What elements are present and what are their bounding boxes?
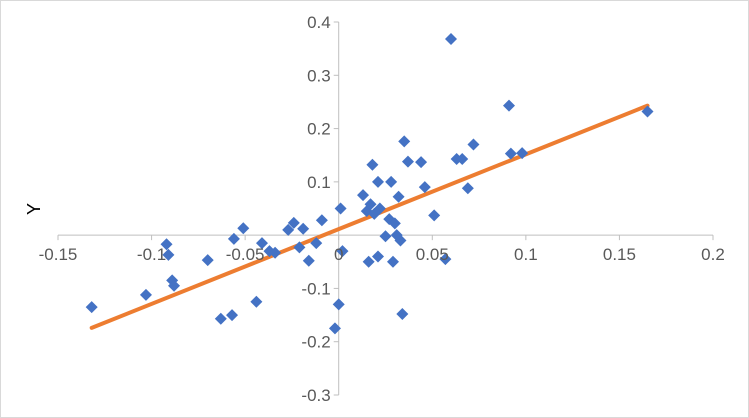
data-point bbox=[139, 288, 152, 301]
x-tick-label: 0.15 bbox=[603, 245, 636, 264]
data-point bbox=[504, 147, 517, 160]
data-point bbox=[467, 138, 480, 151]
data-point bbox=[415, 156, 428, 169]
x-tick-label: 0 bbox=[334, 245, 343, 264]
y-tick-label: -0.2 bbox=[301, 333, 330, 352]
x-tick-label: -0.05 bbox=[226, 245, 265, 264]
data-point bbox=[388, 217, 401, 230]
data-point bbox=[392, 190, 405, 203]
data-point bbox=[394, 234, 407, 247]
data-point bbox=[386, 255, 399, 268]
data-point bbox=[332, 298, 345, 311]
data-point bbox=[328, 322, 341, 335]
data-point bbox=[255, 237, 268, 250]
data-point bbox=[445, 33, 457, 46]
data-point bbox=[168, 279, 181, 292]
data-point bbox=[287, 216, 300, 229]
trendline-layer bbox=[89, 103, 650, 330]
data-point bbox=[366, 158, 379, 171]
data-point bbox=[302, 254, 315, 267]
data-point bbox=[250, 295, 263, 308]
data-point bbox=[461, 182, 474, 195]
y-tick-label: -0.3 bbox=[301, 386, 330, 405]
data-point bbox=[282, 223, 295, 236]
data-point bbox=[418, 181, 431, 194]
data-point bbox=[372, 175, 385, 188]
y-axis-label: Y bbox=[24, 203, 44, 215]
data-point bbox=[379, 230, 392, 243]
data-point bbox=[373, 202, 386, 215]
y-tick-label: 0.1 bbox=[307, 173, 331, 192]
data-point bbox=[396, 308, 409, 321]
data-point bbox=[297, 222, 310, 235]
x-tick-label: -0.1 bbox=[137, 245, 166, 264]
data-point bbox=[362, 255, 375, 268]
data-point bbox=[428, 209, 441, 222]
x-tick-label: 0.2 bbox=[701, 245, 725, 264]
y-tick-label: -0.1 bbox=[301, 279, 330, 298]
data-point bbox=[315, 214, 328, 227]
data-point bbox=[385, 175, 398, 188]
data-point bbox=[641, 105, 654, 118]
data-point bbox=[334, 202, 347, 215]
data-point bbox=[398, 135, 411, 148]
data-point bbox=[269, 246, 282, 259]
data-point bbox=[226, 309, 239, 322]
data-point bbox=[214, 312, 227, 325]
data-point bbox=[162, 248, 175, 261]
points-layer bbox=[85, 33, 654, 335]
data-point bbox=[456, 152, 469, 165]
trendline bbox=[89, 103, 650, 330]
data-point bbox=[293, 241, 306, 254]
data-point bbox=[372, 250, 385, 263]
data-point bbox=[503, 99, 516, 112]
data-point bbox=[160, 238, 173, 251]
data-point bbox=[227, 232, 240, 245]
data-point bbox=[237, 222, 250, 235]
data-point bbox=[201, 254, 214, 267]
data-point bbox=[336, 245, 349, 258]
y-tick-label: 0.3 bbox=[307, 66, 331, 85]
data-point bbox=[516, 147, 529, 160]
x-tick-label: 0.05 bbox=[416, 245, 449, 264]
y-tick-label: 0.4 bbox=[307, 13, 331, 32]
x-tick-label: 0.1 bbox=[514, 245, 538, 264]
tick-labels: -0.15 -0.1 -0.05 0 0.05 0.1 0.15 0.2 -0.3 -0.2 -0.… bbox=[39, 13, 725, 405]
data-point bbox=[364, 198, 377, 211]
data-point bbox=[357, 189, 370, 202]
y-tick-label: 0.2 bbox=[307, 120, 331, 139]
data-point bbox=[401, 155, 414, 168]
data-point bbox=[439, 253, 452, 266]
data-point bbox=[85, 301, 98, 314]
data-point bbox=[310, 237, 323, 250]
x-tick-label: -0.15 bbox=[39, 245, 78, 264]
